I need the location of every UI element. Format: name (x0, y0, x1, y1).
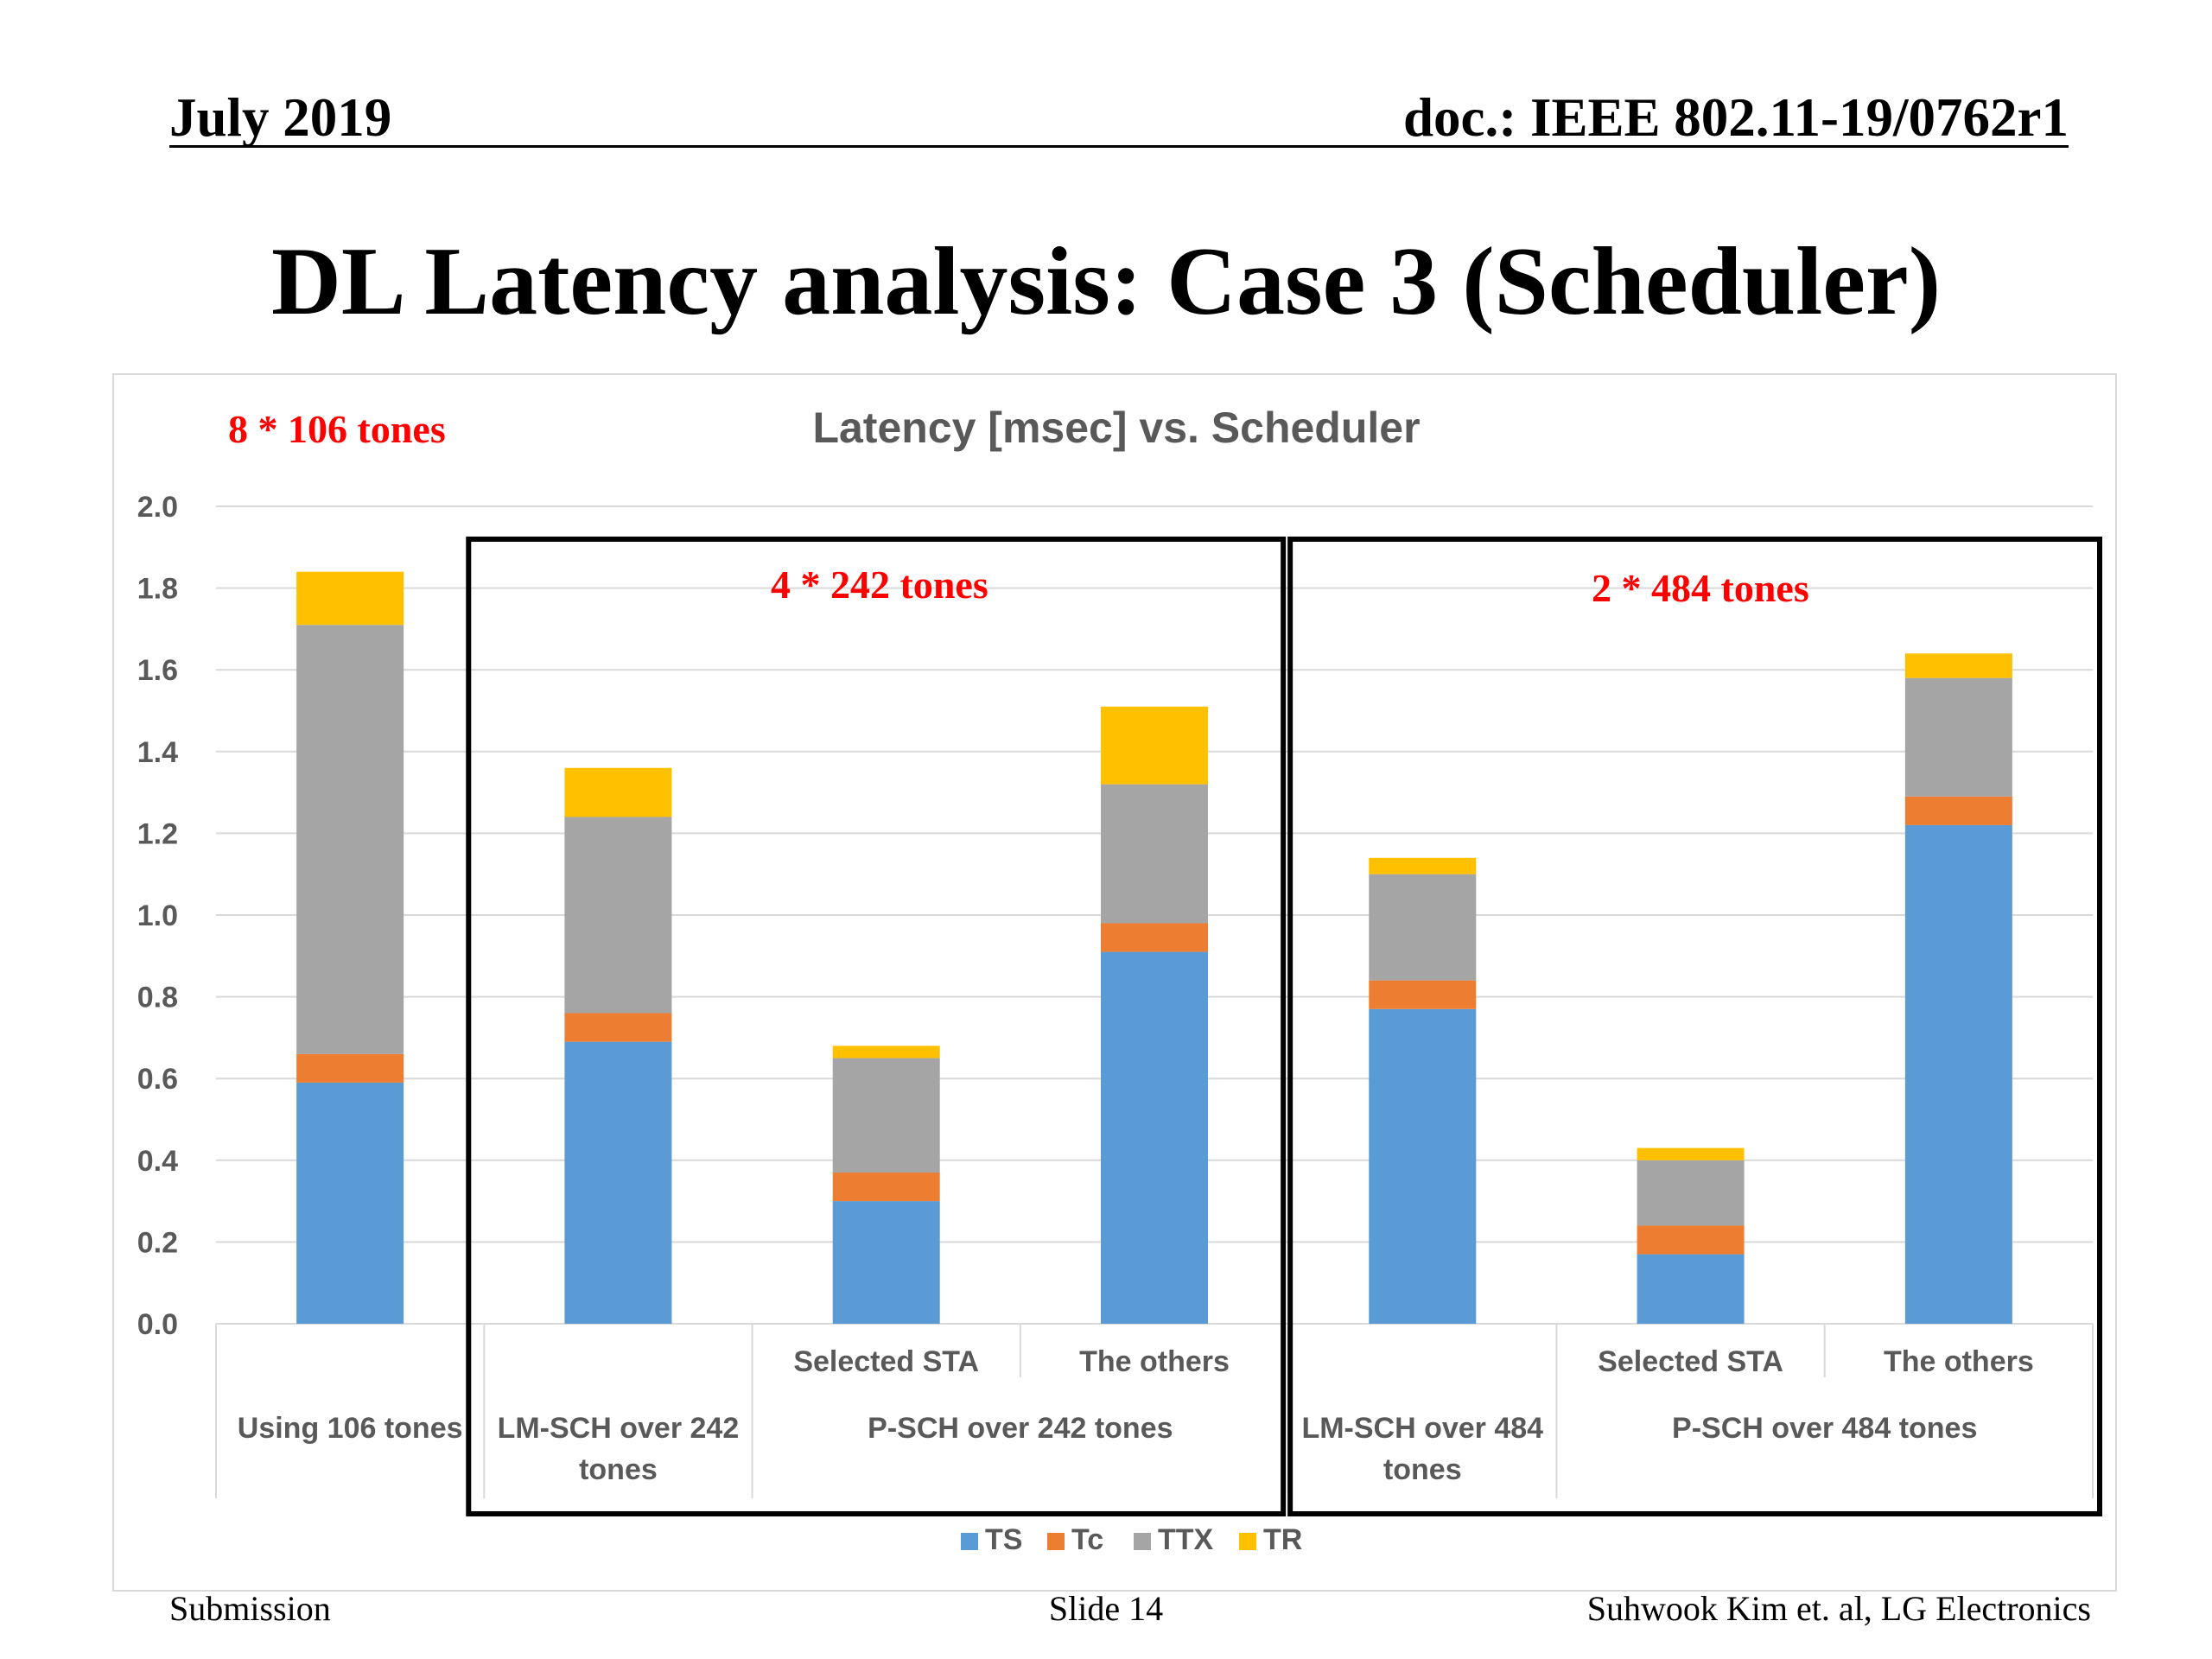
bar-segment-tr (1101, 706, 1208, 785)
group-label: Using 106 tones (238, 1412, 463, 1445)
annotation-106-tones: 8 * 106 tones (228, 407, 446, 451)
group-label: tones (1383, 1453, 1462, 1486)
legend-label-tc: Tc (1071, 1523, 1103, 1556)
bar-segment-tc (296, 1053, 404, 1083)
bar-segment-tc (1369, 980, 1477, 1009)
bar-segment-ts (296, 1082, 404, 1324)
bar-segment-tc (564, 1013, 672, 1042)
legend-swatch-tr (1239, 1533, 1256, 1550)
legend-label-ts: TS (985, 1523, 1022, 1556)
bar-segment-ttx (1637, 1160, 1745, 1226)
bar-segment-tc (1637, 1225, 1745, 1255)
footer-author: Suhwook Kim et. al, LG Electronics (1586, 1589, 2091, 1628)
y-tick-label: 1.8 (137, 573, 178, 606)
y-tick-label: 0.4 (137, 1145, 178, 1178)
footer-submission: Submission (169, 1589, 331, 1628)
header-doc-id: doc.: IEEE 802.11-19/0762r1 (1402, 87, 2069, 148)
legend-label-ttx: TTX (1158, 1523, 1214, 1556)
y-tick-label: 0.8 (137, 982, 178, 1014)
group-label: tones (579, 1453, 658, 1486)
sub-category-label: Selected STA (793, 1345, 979, 1378)
y-tick-label: 1.4 (137, 736, 178, 769)
y-tick-label: 0.0 (137, 1308, 178, 1341)
sub-category-label: Selected STA (1598, 1345, 1783, 1378)
group-label: P-SCH over 242 tones (868, 1412, 1173, 1445)
bar-segment-tr (1369, 857, 1477, 874)
group-label: LM-SCH over 484 (1301, 1412, 1543, 1445)
sub-category-label: The others (1884, 1345, 2034, 1378)
bar-segment-tc (1904, 796, 2012, 825)
bar-segment-ttx (1904, 677, 2012, 797)
bar-segment-tr (564, 767, 672, 817)
bar-segment-ttx (296, 625, 404, 1054)
highlight-box-242 (466, 537, 1287, 1516)
bar-segment-ts (564, 1041, 672, 1324)
bar-segment-tr (1904, 653, 2012, 678)
footer-slide-number: Slide 14 (1048, 1589, 1164, 1628)
latency-chart: Latency [msec] vs. Scheduler 0.0 0.2 0.4 0.6… (137, 404, 2102, 1556)
bar-segment-ts (1904, 824, 2012, 1324)
bar-segment-tr (1637, 1147, 1745, 1160)
bar-segment-tc (1101, 923, 1208, 952)
sub-category-label: The others (1079, 1345, 1230, 1378)
group-label: P-SCH over 484 tones (1672, 1412, 1977, 1445)
y-tick-label: 1.2 (137, 817, 178, 850)
header-date: July 2019 (169, 87, 392, 148)
legend-swatch-ts (961, 1533, 978, 1550)
bar-segment-tc (832, 1172, 940, 1202)
group-label: LM-SCH over 242 (498, 1412, 740, 1445)
bar-segment-ttx (1369, 874, 1477, 981)
bar-segment-tr (296, 571, 404, 626)
bar-segment-ts (832, 1201, 940, 1324)
y-tick-label: 0.6 (137, 1063, 178, 1096)
highlight-box-484 (1287, 537, 2102, 1516)
legend-swatch-tc (1047, 1533, 1065, 1550)
annotation-242-tones: 4 * 242 tones (771, 563, 988, 607)
y-tick-label: 1.6 (137, 654, 178, 687)
bar-segment-ttx (1101, 784, 1208, 924)
annotation-484-tones: 2 * 484 tones (1592, 566, 1809, 610)
y-tick-label: 1.0 (137, 899, 178, 932)
chart-frame: Latency [msec] vs. Scheduler 0.0 0.2 0.4 0.6… (112, 373, 2117, 1592)
bar-segment-ts (1369, 1008, 1477, 1324)
slide-title: DL Latency analysis: Case 3 (Scheduler) (271, 228, 1941, 335)
bar-segment-tr (832, 1046, 940, 1058)
bar-segment-ts (1101, 951, 1208, 1324)
legend-label-tr: TR (1263, 1523, 1302, 1556)
bar-segment-ttx (832, 1058, 940, 1173)
header-divider (169, 145, 2069, 148)
y-tick-label: 0.2 (137, 1226, 178, 1259)
bar-segment-ts (1637, 1254, 1745, 1324)
chart-title: Latency [msec] vs. Scheduler (812, 404, 1420, 452)
y-tick-label: 2.0 (137, 491, 178, 524)
bar-segment-ttx (564, 817, 672, 1014)
legend-swatch-ttx (1134, 1533, 1151, 1550)
